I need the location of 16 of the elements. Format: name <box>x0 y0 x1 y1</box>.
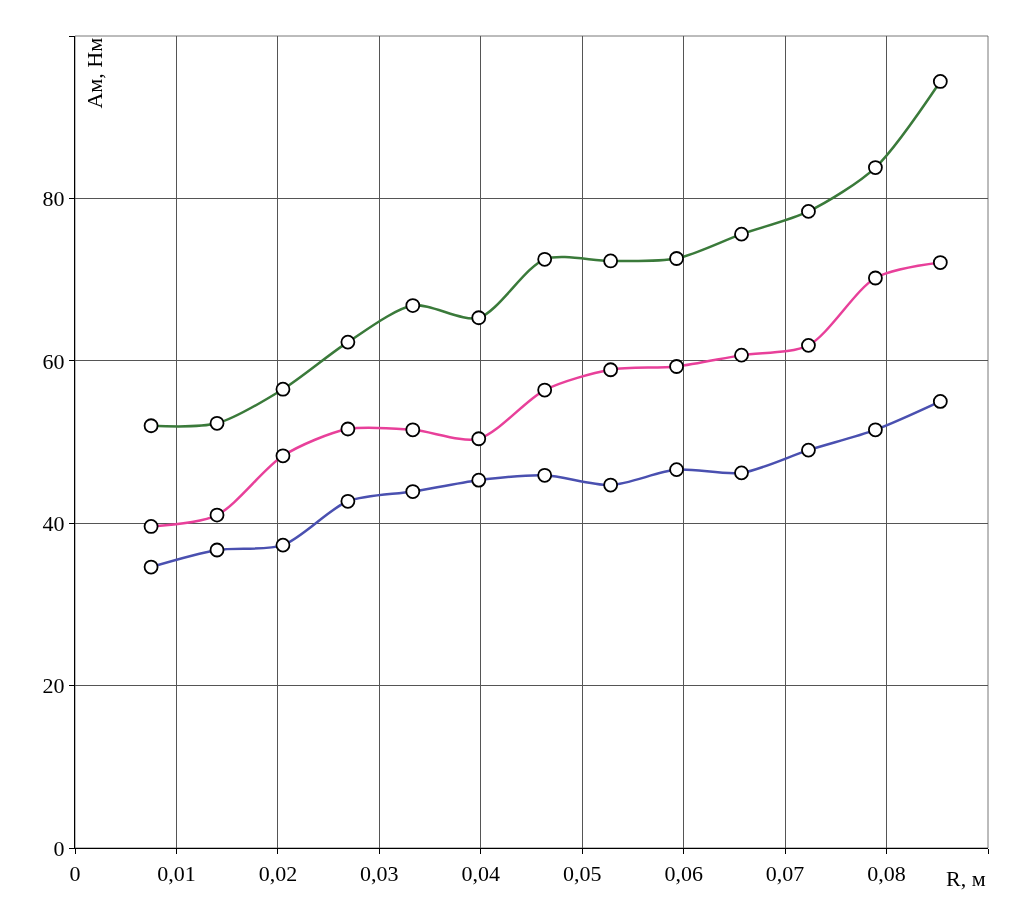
x-tick-label: 0,04 <box>461 860 501 886</box>
y-tick-label: 0 <box>53 835 65 861</box>
x-tick-label: 0 <box>69 860 81 886</box>
y-tick-label: 80 <box>42 186 65 212</box>
x-tick-label: 0,01 <box>157 860 196 886</box>
x-tick-label: 0,08 <box>867 860 906 886</box>
y-axis-title: Ам, Нм <box>81 37 107 109</box>
y-tick-label: 20 <box>42 673 65 699</box>
x-tick-label: 0,02 <box>258 860 298 886</box>
y-tick-label: 40 <box>42 510 65 536</box>
x-tick-label: 0,06 <box>664 860 703 886</box>
x-tick-label: 0,07 <box>765 860 805 886</box>
x-tick-label: 0,03 <box>360 860 399 886</box>
x-axis-title: R, м <box>946 866 986 891</box>
x-tick-label: 0,05 <box>562 860 602 886</box>
y-tick-label: 60 <box>42 348 65 374</box>
